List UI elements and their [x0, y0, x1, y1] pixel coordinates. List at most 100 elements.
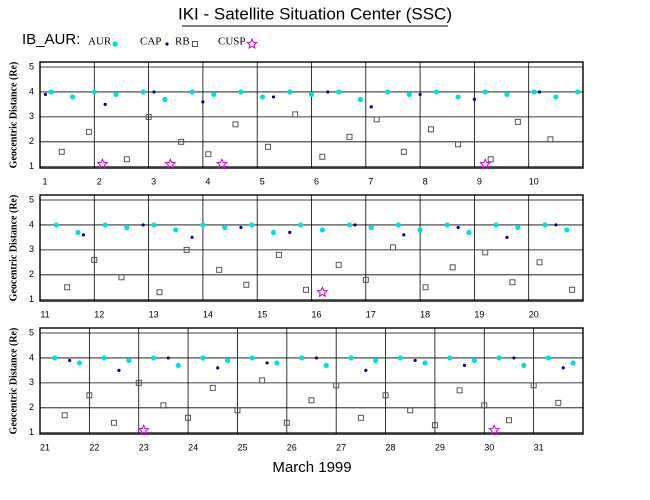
rb-point — [86, 392, 93, 399]
y-tick-label: 5 — [29, 327, 34, 337]
cap-point — [141, 223, 145, 227]
aur-point — [91, 89, 97, 95]
legend-label: RB — [175, 36, 190, 48]
rb-point — [449, 264, 456, 271]
aur-point — [270, 229, 277, 236]
cap-point — [43, 92, 48, 97]
x-tick-label: 18 — [420, 309, 430, 319]
aur-point — [200, 222, 206, 228]
y-tick-label: 1 — [29, 427, 34, 437]
x-tick-label: 26 — [287, 442, 297, 452]
rb-point — [85, 128, 92, 135]
cap-point — [326, 90, 330, 94]
rb-point — [145, 113, 152, 120]
aur-point — [515, 224, 521, 231]
rb-point — [283, 419, 290, 426]
cap-point — [561, 366, 565, 370]
legend-label: CUSP — [218, 36, 246, 48]
rb-point — [333, 382, 340, 389]
legend-marker — [165, 42, 169, 46]
cap-point — [68, 358, 72, 363]
cap-point — [364, 368, 368, 372]
rb-point — [232, 121, 239, 128]
rb-point — [303, 286, 310, 293]
x-tick-label: 13 — [149, 309, 159, 319]
y-tick-label: 5 — [29, 61, 34, 71]
aur-point — [493, 222, 499, 228]
x-tick-label: 12 — [94, 309, 104, 319]
x-tick-label: 14 — [203, 309, 213, 319]
rb-point — [58, 148, 65, 155]
aur-point — [504, 91, 510, 98]
aur-point — [48, 89, 54, 95]
rb-point — [514, 118, 521, 125]
rb-point — [455, 141, 462, 148]
rb-point — [357, 414, 364, 421]
aur-point — [348, 355, 354, 361]
plot-frame — [39, 194, 584, 302]
aur-point — [455, 94, 461, 100]
footer: March 1999 — [272, 459, 351, 476]
instrument-label: IB_AUR: — [22, 31, 80, 48]
cusp-point — [479, 158, 492, 170]
rb-point — [209, 384, 216, 391]
legend: AUR CAP RB CUSP — [88, 36, 259, 50]
rb-point — [362, 276, 369, 283]
aur-point — [52, 355, 58, 361]
x-tick-label: 25 — [237, 442, 247, 452]
x-tick-label: 5 — [260, 176, 265, 186]
aur-point — [482, 89, 488, 95]
aur-point — [102, 222, 108, 228]
legend-marker — [192, 41, 198, 47]
cap-point — [418, 92, 422, 97]
aur-point — [260, 94, 266, 100]
cap-point — [353, 223, 357, 227]
x-tick-label: 11 — [40, 309, 49, 319]
y-tick-label: 1 — [29, 161, 34, 171]
aur-point — [553, 94, 559, 100]
rb-point — [536, 259, 543, 266]
y-tick-label: 4 — [29, 219, 34, 229]
rb-point — [319, 153, 326, 160]
y-tick-label: 1 — [29, 294, 34, 304]
aur-point — [298, 222, 304, 228]
x-tick-label: 19 — [474, 309, 484, 319]
aur-point — [126, 357, 132, 364]
x-tick-label: 4 — [205, 176, 210, 186]
rb-point — [481, 402, 488, 409]
rb-point — [390, 244, 396, 251]
rb-point — [178, 138, 185, 145]
cap-point — [402, 233, 406, 237]
rb-point — [135, 379, 142, 386]
rb-point — [555, 399, 562, 406]
aur-point — [69, 94, 76, 100]
x-tick-label: 10 — [529, 176, 539, 186]
rb-point — [335, 261, 342, 268]
rb-point — [275, 251, 282, 258]
cusp-point — [316, 286, 329, 298]
legend-marker — [245, 37, 259, 50]
rb-point — [482, 249, 489, 256]
x-tick-label: 24 — [188, 442, 198, 452]
aur-point — [406, 91, 412, 98]
x-tick-label: 7 — [368, 176, 373, 186]
legend-label: AUR — [88, 36, 112, 48]
aur-point — [224, 357, 231, 364]
aur-point — [466, 229, 472, 236]
x-tick-label: 28 — [386, 442, 396, 452]
rb-point — [373, 116, 380, 123]
rb-point — [407, 407, 414, 414]
aur-point — [422, 360, 428, 366]
aur-point — [308, 91, 315, 98]
aur-point — [395, 222, 401, 228]
title: IKI - Satellite Situation Center (SSC) — [178, 4, 452, 23]
rb-point — [400, 148, 407, 155]
aur-point — [162, 96, 168, 103]
aur-point — [140, 89, 146, 95]
aur-point — [101, 355, 107, 361]
aur-point — [336, 89, 342, 95]
cap-point — [462, 363, 467, 368]
x-tick-label: 27 — [336, 442, 346, 452]
x-tick-label: 1 — [42, 176, 47, 186]
